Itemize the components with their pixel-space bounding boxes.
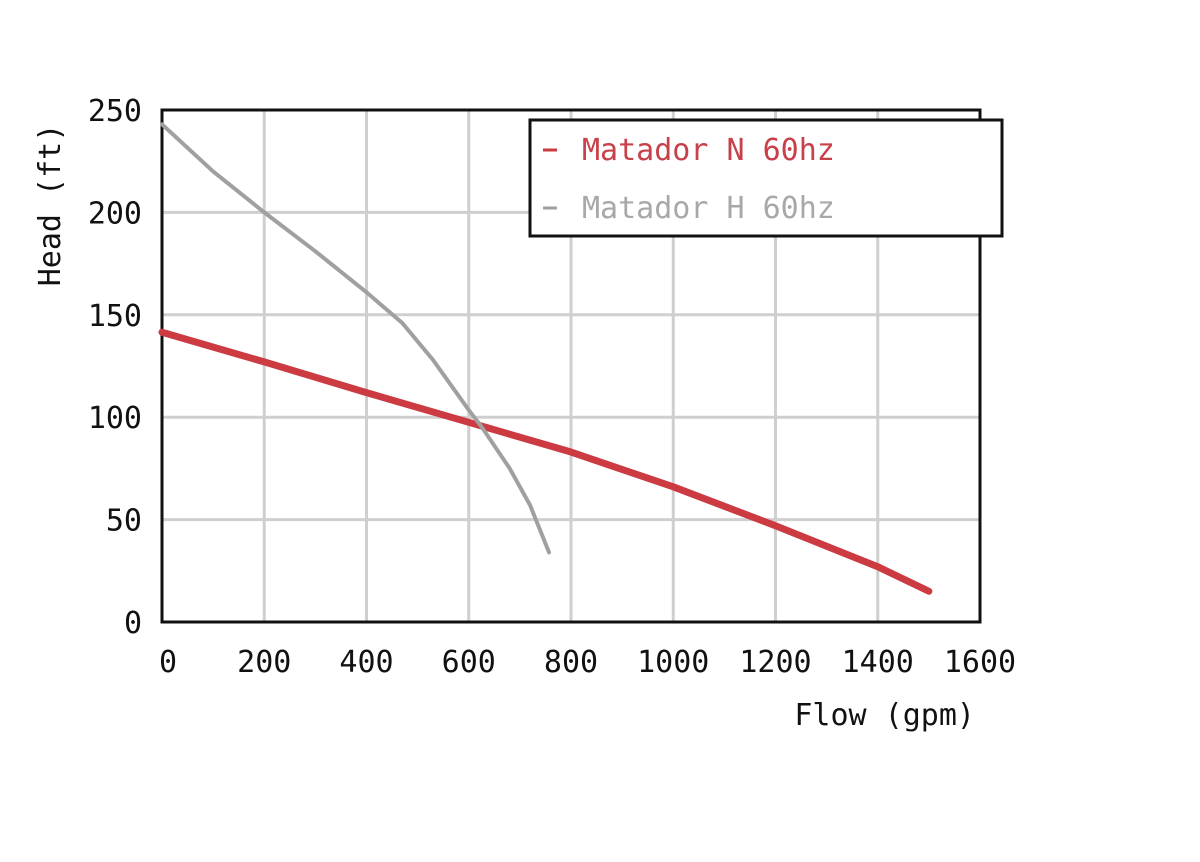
y-tick-label: 200 bbox=[88, 196, 142, 231]
x-tick-label: 200 bbox=[237, 645, 291, 680]
x-tick-label: 400 bbox=[339, 645, 393, 680]
legend: Matador N 60hz Matador H 60hz bbox=[528, 118, 1004, 238]
plot-frame bbox=[160, 108, 982, 624]
y-tick-label: 100 bbox=[88, 401, 142, 436]
legend-box bbox=[528, 118, 1004, 238]
series-line-matador-h bbox=[160, 122, 552, 555]
y-tick-label: 250 bbox=[88, 94, 142, 129]
x-tick-label: 600 bbox=[442, 645, 496, 680]
x-tick-label: 1400 bbox=[842, 645, 914, 680]
y-tick-label: 0 bbox=[124, 606, 142, 641]
y-axis-label: Head (ft) bbox=[33, 124, 68, 287]
x-tick-labels: 0 200 400 600 800 1000 1200 1400 1600 bbox=[159, 645, 1016, 680]
x-tick-label: 1600 bbox=[944, 645, 1016, 680]
y-tick-label: 150 bbox=[88, 299, 142, 334]
x-tick-label: 800 bbox=[544, 645, 598, 680]
y-tick-label: 50 bbox=[106, 504, 142, 539]
x-tick-label: 1200 bbox=[739, 645, 811, 680]
x-tick-label: 1000 bbox=[637, 645, 709, 680]
series-lines bbox=[158, 122, 933, 595]
legend-label: Matador N 60hz bbox=[582, 133, 835, 168]
series-line-matador-n bbox=[158, 328, 933, 595]
legend-label: Matador H 60hz bbox=[582, 191, 835, 226]
y-tick-labels: 0 50 100 150 200 250 bbox=[88, 94, 142, 641]
x-tick-label: 0 bbox=[159, 645, 177, 680]
x-axis-label: Flow (gpm) bbox=[794, 698, 975, 733]
